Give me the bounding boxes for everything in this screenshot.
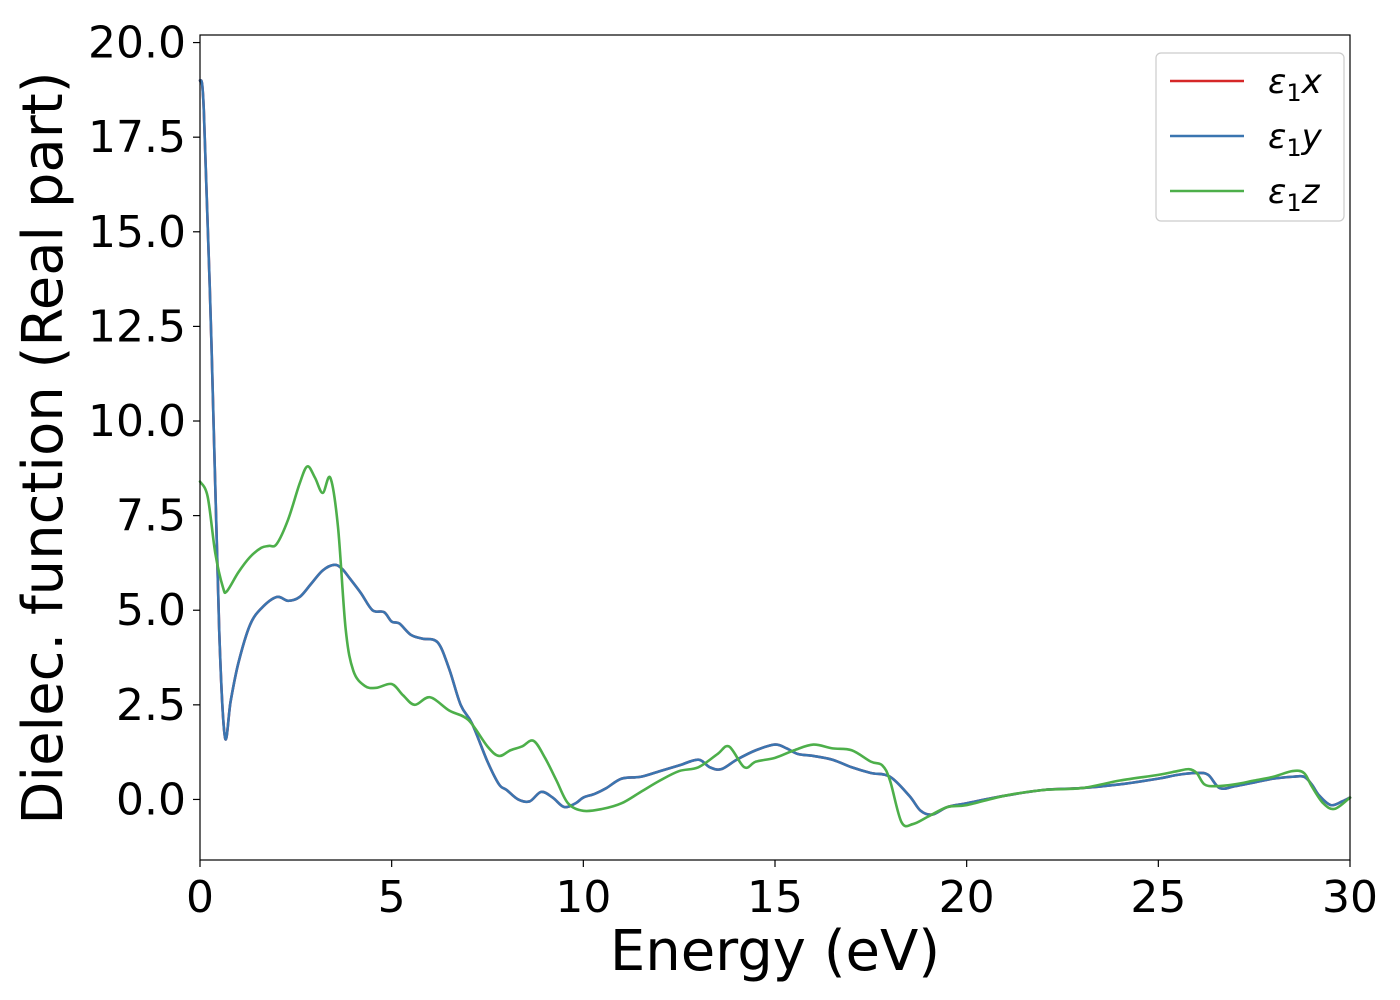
legend-box (1155, 52, 1345, 222)
x-axis-label: Energy (eV) (610, 919, 940, 984)
x-tick-label: 10 (555, 872, 611, 923)
y-tick-label: 17.5 (88, 112, 186, 163)
y-tick-label: 12.5 (88, 301, 186, 352)
legend-label-z: ε1z (1268, 172, 1321, 217)
y-tick-label: 15.0 (88, 207, 186, 258)
x-tick-label: 0 (186, 872, 214, 923)
y-tick-label: 2.5 (116, 680, 186, 731)
y-tick-label: 10.0 (88, 396, 186, 447)
x-tick-label: 30 (1322, 872, 1378, 923)
legend: ε1x ε1y ε1z (1155, 52, 1345, 222)
legend-label-x: ε1x (1268, 62, 1323, 107)
x-tick-label: 15 (747, 872, 803, 923)
y-tick-label: 5.0 (116, 585, 186, 636)
series-line-y (198, 79, 1352, 817)
x-axis-ticks: 0 5 10 15 20 25 30 (186, 860, 1378, 923)
series-layer (198, 79, 1352, 828)
x-tick-label: 5 (378, 872, 406, 923)
y-tick-label: 0.0 (116, 774, 186, 825)
y-axis-ticks: 0.0 2.5 5.0 7.5 10.0 12.5 15.0 17.5 20.0 (88, 18, 200, 825)
y-tick-label: 20.0 (88, 18, 186, 69)
series-line-z (198, 465, 1352, 828)
legend-label-y: ε1y (1268, 117, 1323, 162)
x-tick-label: 25 (1130, 872, 1186, 923)
x-tick-label: 20 (939, 872, 995, 923)
y-axis-label: Dielec. function (Real part) (11, 71, 76, 824)
y-tick-label: 7.5 (116, 491, 186, 542)
